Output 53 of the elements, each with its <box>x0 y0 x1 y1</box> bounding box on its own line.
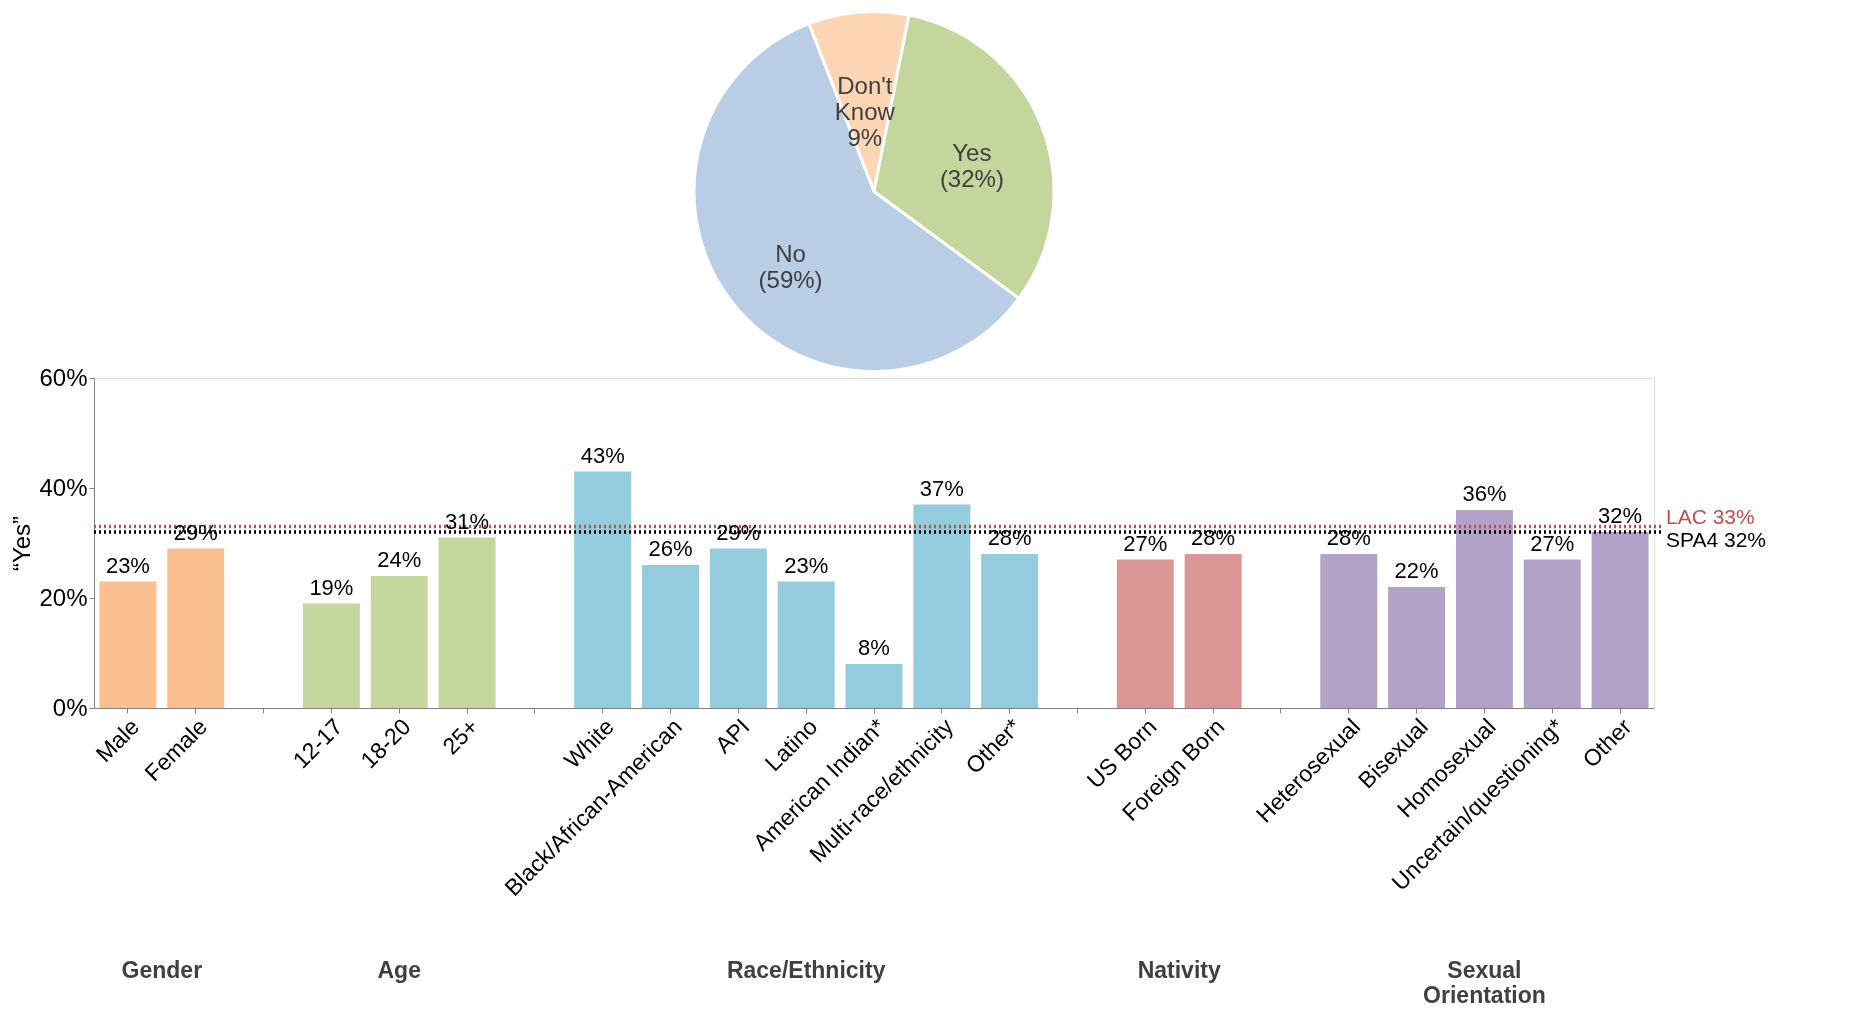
ref-line-label: LAC 33% <box>1666 504 1755 528</box>
bar <box>777 581 835 708</box>
bar <box>370 576 428 708</box>
bar <box>167 548 225 708</box>
bar <box>1388 587 1446 708</box>
bar <box>302 603 360 708</box>
y-tick-label: 40% <box>39 473 88 501</box>
ref-line-label: SPA4 32% <box>1666 528 1767 551</box>
data-label: 19% <box>309 574 354 600</box>
bar <box>99 581 157 708</box>
data-label: 23% <box>784 552 829 578</box>
bar <box>981 554 1039 708</box>
data-label: 27% <box>1123 530 1168 556</box>
slice-label: Don't Know <box>834 71 896 125</box>
data-label: 36% <box>1462 481 1507 506</box>
text: Race/Ethnicity <box>726 957 886 983</box>
data-label: 22% <box>1394 558 1439 583</box>
data-label: 43% <box>580 442 625 468</box>
bar <box>845 664 903 708</box>
data-label: 37% <box>919 475 964 501</box>
bar <box>913 504 971 708</box>
bar <box>1320 554 1378 708</box>
slice-label: No <box>775 240 806 268</box>
y-tick-label: 0% <box>52 693 88 721</box>
slice-label: Yes <box>952 138 992 166</box>
bar <box>1455 510 1513 708</box>
data-label: 23% <box>105 552 150 578</box>
data-label: 26% <box>648 536 693 561</box>
y-tick-label: 60% <box>39 363 88 391</box>
data-label: 8% <box>858 635 890 660</box>
bar <box>642 565 700 708</box>
bar <box>1184 554 1242 708</box>
data-label: 31% <box>445 508 490 534</box>
text: Gender <box>121 957 203 983</box>
text: Sexual Orientation <box>1423 957 1546 1008</box>
data-label: 27% <box>1530 530 1575 556</box>
data-label: (59%) <box>758 266 823 294</box>
text: Age <box>377 957 421 983</box>
data-label: 24% <box>377 547 422 572</box>
x-tick-label: API <box>710 713 755 758</box>
bar <box>709 548 767 708</box>
bar <box>574 471 632 708</box>
y-axis-title: “Yes” <box>8 515 36 572</box>
text: Nativity <box>1137 957 1221 983</box>
y-tick-label: 20% <box>39 583 88 611</box>
data-label: 9% <box>847 123 883 151</box>
bar <box>1116 559 1174 708</box>
x-tick-label: 25+ <box>437 713 484 760</box>
data-label: 32% <box>1598 503 1643 528</box>
data-label: (32%) <box>939 164 1004 192</box>
bar <box>438 537 496 708</box>
bar <box>1591 532 1649 708</box>
bar <box>1523 559 1581 708</box>
